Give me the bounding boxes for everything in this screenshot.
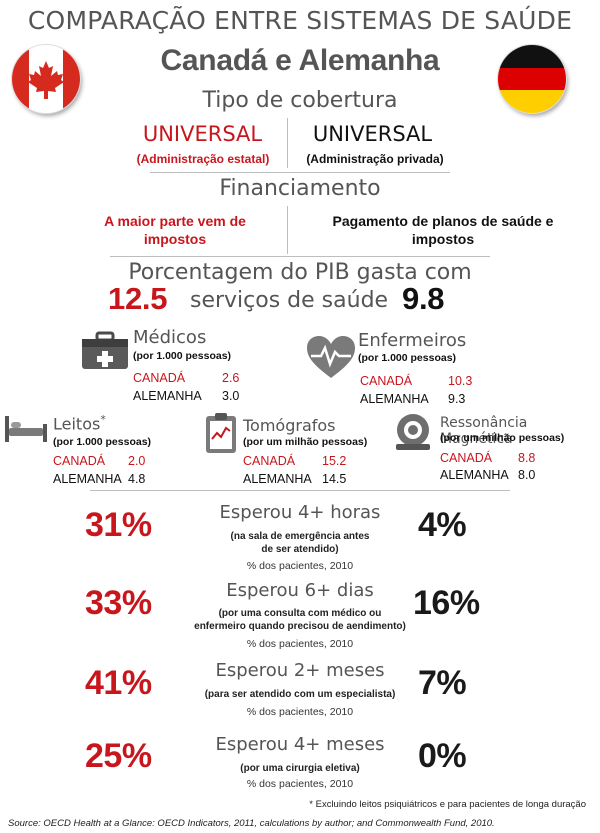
germany-coverage-sub: (Administração privada) (306, 152, 444, 166)
germany-financing: Pagamento de planos de saúde e impostos (308, 212, 578, 248)
wait-1-title: Esperou 4+ horas (219, 502, 381, 523)
beds-title-text: Leitos (53, 414, 101, 434)
beds-unit: (por 1.000 pessoas) (53, 436, 152, 448)
clipboard-chart-icon (203, 411, 239, 459)
beds-germany-label: ALEMANHA (53, 472, 122, 486)
doctors-unit: (por 1.000 pessoas) (133, 350, 232, 362)
germany-financing-line1: Pagamento de planos de saúde e (332, 213, 554, 229)
wait-4-foot: % dos pacientes, 2010 (246, 778, 354, 790)
wait-1-sub1: (na sala de emergência antes (230, 531, 370, 542)
mri-germany-label: ALEMANHA (440, 468, 509, 482)
mri-canada-label: CANADÁ (440, 451, 493, 465)
beds-footnote-marker: * (100, 413, 106, 426)
footnote: * Excluindo leitos psiquiátricos e para … (309, 799, 586, 810)
ct-unit: (por um milhão pessoas) (243, 436, 368, 448)
nurses-title: Enfermeiros (358, 330, 467, 351)
nurses-germany-label: ALEMANHA (360, 392, 429, 406)
wait-2-germany: 16% (413, 584, 480, 622)
doctors-germany-value: 3.0 (222, 389, 240, 403)
wait-1-sub2: de ser atendido) (261, 544, 339, 555)
coverage-divider-horizontal (150, 172, 450, 173)
medical-bag-icon (80, 331, 130, 375)
coverage-divider-vertical (287, 118, 288, 168)
nurses-germany-value: 9.3 (448, 392, 466, 406)
gdp-heading-line2: serviços de saúde (190, 288, 389, 313)
wait-4-sub1: (por uma cirurgia eletiva) (240, 763, 360, 774)
wait-2-sub1: (por uma consulta com médico ou (218, 608, 382, 619)
page-subtitle: Canadá e Alemanha (160, 44, 440, 77)
doctors-germany-label: ALEMANHA (133, 389, 202, 403)
ct-canada-label: CANADÁ (243, 454, 296, 468)
wait-3-foot: % dos pacientes, 2010 (246, 706, 354, 718)
gdp-heading: Porcentagem do PIB gasta com (128, 260, 472, 285)
nurses-unit: (por 1.000 pessoas) (358, 352, 457, 364)
canada-financing-line2: impostos (143, 231, 207, 247)
canada-coverage-sub: (Administração estatal) (136, 152, 270, 166)
financing-divider-vertical (287, 206, 288, 254)
page-title: COMPARAÇÃO ENTRE SISTEMAS DE SAÚDE (27, 6, 573, 35)
financing-divider-horizontal (110, 256, 490, 257)
mri-germany-value: 8.0 (518, 468, 536, 482)
doctors-title: Médicos (133, 327, 207, 348)
germany-financing-line2: impostos (411, 231, 475, 247)
canada-financing: A maior parte vem de impostos (75, 212, 275, 248)
wait-3-germany: 7% (418, 664, 467, 702)
coverage-heading: Tipo de cobertura (202, 88, 398, 113)
beds-title: Leitos* (53, 413, 106, 433)
wait-3-canada: 41% (85, 664, 152, 702)
wait-1-foot: % dos pacientes, 2010 (246, 560, 354, 572)
wait-4-canada: 25% (85, 737, 152, 775)
beds-germany-value: 4.8 (128, 472, 146, 486)
wait-2-title: Esperou 6+ dias (226, 580, 374, 601)
germany-flag-icon (498, 45, 566, 113)
germany-gdp-value: 9.8 (402, 281, 445, 316)
ct-canada-value: 15.2 (322, 454, 347, 468)
heart-pulse-icon (305, 334, 357, 384)
beds-canada-label: CANADÁ (53, 454, 106, 468)
mri-title: Ressonância Magnética (440, 415, 528, 447)
ct-germany-label: ALEMANHA (243, 472, 312, 486)
mri-canada-value: 8.8 (518, 451, 536, 465)
beds-canada-value: 2.0 (128, 454, 146, 468)
hospital-bed-icon (3, 414, 49, 448)
wait-2-sub2: enfermeiro quando precisou de aendimento… (194, 621, 406, 632)
canada-coverage: UNIVERSAL (142, 122, 263, 146)
ct-germany-value: 14.5 (322, 472, 347, 486)
wait-2-canada: 33% (85, 584, 152, 622)
wait-3-sub1: (para ser atendido com um especialista) (204, 689, 396, 700)
canada-financing-line1: A maior parte vem de (104, 213, 246, 229)
ct-title: Tomógrafos (243, 416, 336, 435)
wait-1-canada: 31% (85, 506, 152, 544)
nurses-canada-label: CANADÁ (360, 374, 413, 388)
source-text: Source: OECD Health at a Glance: OECD In… (8, 818, 495, 829)
doctors-canada-label: CANADÁ (133, 371, 186, 385)
mri-scanner-icon (392, 412, 434, 456)
wait-1-germany: 4% (418, 506, 467, 544)
wait-4-title: Esperou 4+ meses (215, 734, 385, 755)
germany-coverage: UNIVERSAL (312, 122, 433, 146)
financing-heading: Financiamento (219, 176, 381, 201)
wait-3-title: Esperou 2+ meses (215, 660, 385, 681)
wait-2-foot: % dos pacientes, 2010 (246, 638, 354, 650)
doctors-canada-value: 2.6 (222, 371, 240, 385)
mri-unit: (por um milhão pessoas) (440, 432, 565, 444)
wait-4-germany: 0% (418, 737, 467, 775)
nurses-canada-value: 10.3 (448, 374, 473, 388)
resources-divider (90, 490, 510, 491)
canada-flag-icon (12, 45, 80, 113)
canada-gdp-value: 12.5 (108, 281, 168, 316)
